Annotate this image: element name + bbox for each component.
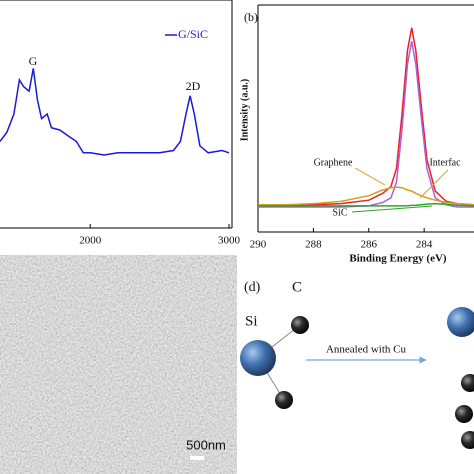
annotation: SiC (332, 207, 347, 218)
y-axis-label: Intensity (a.u.) (239, 79, 250, 142)
data-line (258, 41, 474, 208)
data-line (258, 202, 474, 207)
c-atom (461, 431, 474, 449)
c-label: C (292, 279, 302, 295)
si-atom (240, 340, 276, 376)
data-line (258, 186, 474, 206)
data-line (258, 27, 474, 206)
annotation: G (29, 54, 38, 68)
annotation: Graphene (314, 157, 353, 168)
x-tick-label: 284 (416, 239, 433, 251)
annotation: Interfac (429, 157, 461, 168)
diagram-panel: (d) C Si Annealed with Cu (240, 279, 474, 449)
si-atom (447, 307, 474, 337)
c-atom (461, 374, 474, 392)
x-tick-label: 288 (305, 239, 322, 251)
c-atom (455, 405, 473, 423)
scale-label: 500nm (186, 437, 226, 452)
c-atom (275, 391, 293, 409)
x-axis-label: Binding Energy (eV) (349, 253, 447, 265)
pointer (351, 205, 433, 213)
data-line (0, 68, 230, 156)
panel-label: (b) (244, 10, 258, 24)
panel-label: (d) (244, 280, 261, 295)
scale-bar (190, 456, 204, 460)
x-tick-label: 286 (361, 239, 378, 251)
pointer (354, 167, 386, 186)
sem-panel: 500nm (0, 255, 237, 474)
annotation: 2D (186, 79, 201, 93)
legend-label: G/SiC (178, 27, 208, 41)
x-tick-label: 3000 (218, 235, 241, 247)
c-atom (291, 316, 309, 334)
charts: 2000 3000 G 2D G/SiC 290 288 286 284 Graphene Inte… (0, 0, 474, 265)
arrow-label: Annealed with Cu (326, 344, 407, 356)
x-tick-label: 290 (250, 239, 267, 251)
si-label: Si (245, 313, 258, 329)
x-tick-label: 2000 (79, 235, 102, 247)
sem-image (0, 255, 237, 474)
pointer (419, 169, 449, 199)
